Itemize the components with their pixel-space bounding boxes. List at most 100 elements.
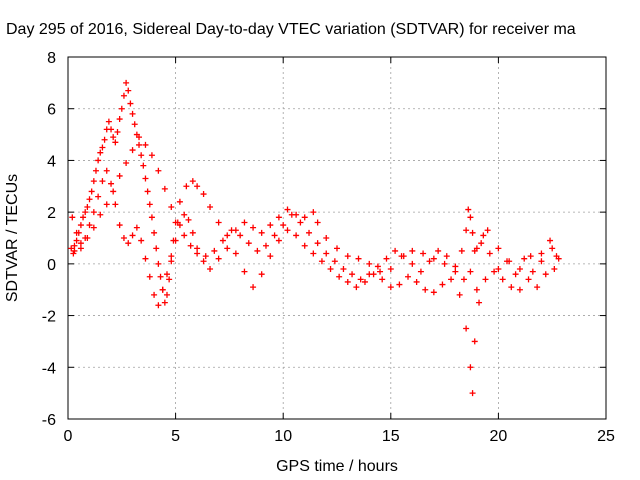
data-point: [288, 211, 295, 218]
data-point: [331, 258, 338, 265]
data-point: [409, 247, 416, 254]
data-point: [95, 193, 102, 200]
data-point: [495, 266, 502, 273]
data-point: [163, 291, 170, 298]
data-point: [176, 198, 183, 205]
data-point: [258, 229, 265, 236]
data-point: [250, 224, 257, 231]
data-point: [448, 276, 455, 283]
data-point: [551, 266, 558, 273]
data-point: [452, 263, 459, 270]
data-point: [529, 268, 536, 275]
data-point: [71, 242, 78, 249]
data-point: [439, 281, 446, 288]
data-point: [275, 237, 282, 244]
data-point: [420, 250, 427, 257]
data-point: [168, 253, 175, 260]
data-point: [284, 227, 291, 234]
data-point: [232, 250, 239, 257]
data-point: [293, 232, 300, 239]
data-point: [387, 284, 394, 291]
data-point: [476, 299, 483, 306]
data-point: [469, 229, 476, 236]
data-point: [258, 271, 265, 278]
data-point: [323, 250, 330, 257]
data-point: [547, 237, 554, 244]
data-point: [413, 278, 420, 285]
data-point: [467, 364, 474, 371]
grid-lines: [68, 57, 606, 419]
y-tick-label: 2: [47, 205, 56, 222]
data-point: [508, 284, 515, 291]
data-point: [112, 139, 119, 146]
y-tick-label: 6: [47, 102, 56, 119]
data-point: [108, 126, 115, 133]
data-point: [194, 245, 201, 252]
data-point: [374, 263, 381, 270]
data-point: [314, 219, 321, 226]
data-point: [224, 232, 231, 239]
data-point: [172, 237, 179, 244]
data-point: [467, 268, 474, 275]
data-point: [131, 121, 138, 128]
data-point: [166, 276, 173, 283]
data-point: [267, 222, 274, 229]
data-point: [310, 250, 317, 257]
data-point: [297, 219, 304, 226]
data-point: [90, 178, 97, 185]
data-point: [465, 206, 472, 213]
y-axis-ticks: -6 -4 -2 0 2 4 6 8: [42, 50, 606, 429]
data-point: [534, 284, 541, 291]
data-point: [116, 172, 123, 179]
data-point: [207, 266, 214, 273]
data-point: [458, 247, 465, 254]
data-point: [73, 229, 80, 236]
data-point: [140, 162, 147, 169]
data-point: [443, 253, 450, 260]
data-point: [314, 240, 321, 247]
x-tick-label: 15: [382, 428, 400, 445]
data-point: [480, 232, 487, 239]
data-point: [77, 245, 84, 252]
data-point: [144, 188, 151, 195]
data-point: [110, 188, 117, 195]
data-point: [133, 224, 140, 231]
data-point: [430, 255, 437, 262]
data-point: [405, 273, 412, 280]
data-point: [250, 284, 257, 291]
data-point: [68, 245, 75, 252]
data-point: [280, 222, 287, 229]
data-point: [163, 271, 170, 278]
data-point: [207, 203, 214, 210]
data-point: [228, 227, 235, 234]
data-point: [262, 242, 269, 249]
x-axis-label: GPS time / hours: [276, 458, 398, 475]
data-point: [181, 232, 188, 239]
data-point: [301, 242, 308, 249]
data-point: [452, 268, 459, 275]
data-point: [157, 273, 164, 280]
chart-title: Day 295 of 2016, Sidereal Day-to-day VTE…: [6, 21, 576, 38]
data-point: [284, 206, 291, 213]
data-point: [430, 289, 437, 296]
data-point: [357, 276, 364, 283]
data-point: [116, 116, 123, 123]
data-point: [194, 250, 201, 257]
data-point: [148, 214, 155, 221]
data-point: [159, 286, 166, 293]
x-tick-label: 25: [597, 428, 615, 445]
data-point: [361, 278, 368, 285]
data-point: [90, 224, 97, 231]
data-point: [516, 286, 523, 293]
data-point: [336, 273, 343, 280]
data-point: [118, 105, 125, 112]
data-point: [383, 255, 390, 262]
data-point: [516, 266, 523, 273]
data-point: [379, 276, 386, 283]
data-point: [151, 229, 158, 236]
data-point: [200, 258, 207, 265]
data-point: [116, 222, 123, 229]
data-point: [202, 253, 209, 260]
data-point: [120, 92, 127, 99]
data-point: [77, 240, 84, 247]
